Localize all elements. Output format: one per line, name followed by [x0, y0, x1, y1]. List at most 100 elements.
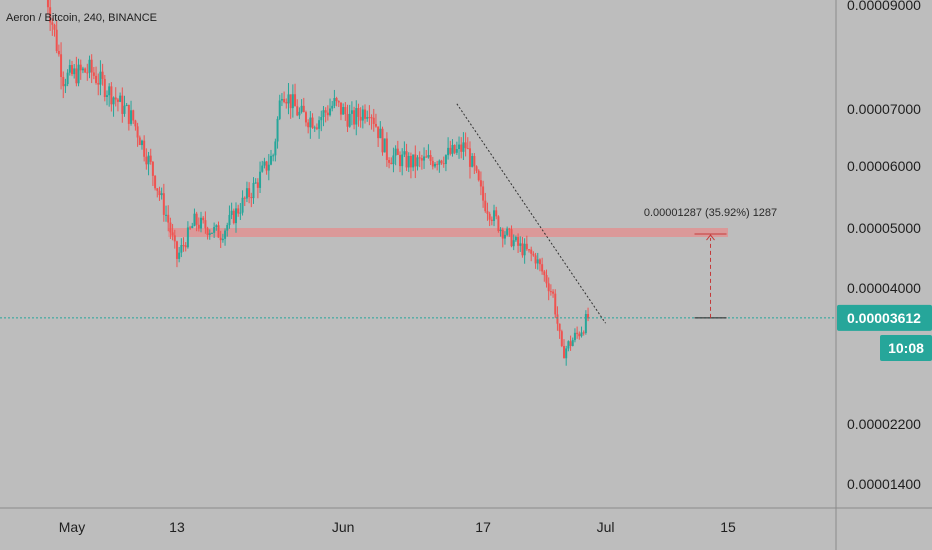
candle [263, 157, 266, 169]
candle [464, 132, 467, 157]
time-tick-label: 17 [475, 519, 491, 535]
candle [278, 94, 281, 121]
candle [497, 215, 500, 233]
candle [151, 161, 154, 186]
candle [289, 94, 292, 119]
candle [162, 183, 165, 222]
candle [331, 100, 334, 112]
candle [46, 0, 49, 15]
candle [261, 160, 264, 173]
support-zone[interactable] [168, 228, 729, 237]
candle [374, 113, 377, 128]
candle [145, 148, 148, 170]
candle [254, 178, 257, 184]
candle [276, 116, 279, 149]
candle [68, 59, 71, 76]
candle [304, 110, 307, 127]
candle [169, 217, 172, 239]
candle [160, 187, 163, 200]
measure-arrowhead-icon [706, 234, 715, 241]
candle [202, 215, 205, 224]
candle [587, 307, 590, 322]
candle [558, 323, 561, 339]
candle [565, 345, 568, 366]
candle [53, 23, 56, 37]
candle [147, 151, 150, 176]
candle [431, 156, 434, 170]
candle [554, 289, 557, 319]
price-tick-label: 0.00007000 [847, 101, 921, 117]
candle [285, 98, 288, 109]
candle [475, 165, 478, 174]
countdown-label: 10:08 [888, 340, 924, 356]
candle [337, 100, 340, 108]
candle [560, 329, 563, 348]
candle [324, 107, 327, 123]
candle [523, 238, 526, 264]
candle [547, 277, 550, 301]
candle [538, 258, 541, 272]
candle [399, 151, 401, 173]
candle [582, 330, 585, 336]
candle [134, 119, 137, 131]
candle [105, 90, 108, 106]
candle [189, 225, 192, 230]
candle [239, 203, 242, 220]
candle [60, 42, 63, 90]
candle [77, 58, 80, 87]
candle [208, 229, 211, 240]
candle [88, 55, 91, 79]
candle [451, 139, 454, 157]
candle [499, 227, 502, 237]
candle [440, 159, 443, 165]
downtrend-line[interactable] [456, 103, 606, 324]
candle [471, 153, 474, 168]
measure-label: 0.00001287 (35.92%) 1287 [644, 207, 777, 219]
candle [368, 105, 371, 126]
candle [97, 73, 100, 96]
candle [355, 100, 358, 136]
candle [412, 154, 415, 172]
price-tick-label: 0.00001400 [847, 476, 921, 492]
candle [186, 221, 189, 249]
candle [479, 171, 482, 196]
candle [390, 157, 393, 165]
candle [99, 60, 102, 96]
candle [90, 54, 93, 84]
candle [525, 235, 528, 251]
candle [346, 104, 349, 133]
candle [388, 157, 391, 169]
price-tick-label: 0.00004000 [847, 280, 921, 296]
candle [167, 205, 170, 232]
candle [501, 227, 504, 248]
candle [315, 123, 318, 131]
candle [298, 107, 301, 120]
candle [370, 114, 373, 130]
candle [394, 145, 397, 166]
candle [121, 87, 124, 123]
candle [385, 132, 388, 167]
candle [259, 161, 262, 194]
candle [49, 0, 52, 31]
candle [473, 153, 476, 174]
candle [339, 102, 342, 121]
candle [149, 148, 152, 165]
time-tick-label: Jun [332, 519, 355, 535]
candle [438, 159, 441, 173]
candle [333, 89, 336, 109]
candle [71, 60, 73, 77]
candle [101, 63, 104, 86]
candle [143, 135, 146, 162]
price-tick-label: 0.00009000 [847, 0, 921, 13]
candle [552, 289, 555, 298]
candle [79, 59, 82, 80]
candle [130, 100, 133, 126]
candle [329, 98, 332, 117]
candle [447, 137, 450, 160]
candle [175, 240, 178, 268]
candle [372, 108, 375, 132]
candle [57, 44, 60, 57]
candle [519, 236, 522, 252]
